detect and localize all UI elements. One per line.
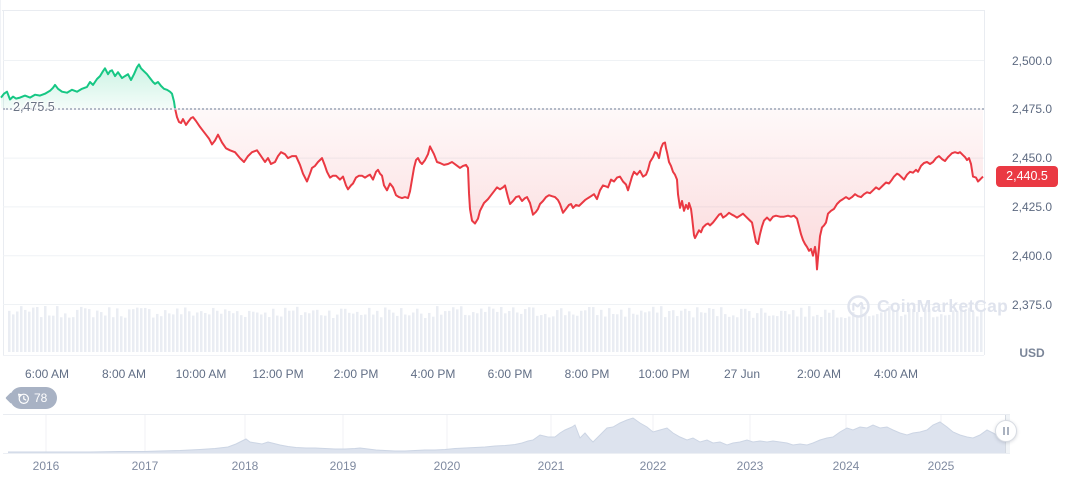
navigator-year-label: 2016 xyxy=(32,459,60,473)
time-axis-label: 6:00 AM xyxy=(24,367,70,381)
price-axis-label: 2,475.0 xyxy=(1011,102,1053,117)
navigator-year-label: 2017 xyxy=(131,459,159,473)
price-axis-separator xyxy=(984,10,985,355)
currency-unit-label: USD xyxy=(1019,346,1045,360)
time-axis-label: 10:00 AM xyxy=(175,367,227,381)
time-axis-label: 8:00 AM xyxy=(101,367,147,381)
chart-left-border xyxy=(3,10,4,355)
navigator-year-label: 2021 xyxy=(537,459,565,473)
chart-top-border xyxy=(2,10,984,11)
navigator-year-label: 2020 xyxy=(433,459,461,473)
price-axis-label: 2,375.0 xyxy=(1011,297,1053,312)
navigator-area xyxy=(8,418,1006,453)
time-axis-label: 6:00 PM xyxy=(487,367,533,381)
price-axis-label: 2,500.0 xyxy=(1011,53,1053,68)
area-below-open xyxy=(1,108,983,270)
volume-bars xyxy=(8,306,983,352)
price-axis-label: 2,400.0 xyxy=(1011,248,1053,263)
price-axis-label: 2,425.0 xyxy=(1011,199,1053,214)
navigator-resize-handle[interactable] xyxy=(995,420,1017,442)
open-price-dotted-line xyxy=(3,108,984,110)
price-line-down xyxy=(173,108,984,271)
navigator-year-label: 2019 xyxy=(329,459,357,473)
time-axis-label: 4:00 AM xyxy=(873,367,919,381)
time-axis-label: 27 Jun xyxy=(723,367,761,381)
time-axis-label: 4:00 PM xyxy=(410,367,456,381)
main-price-chart[interactable] xyxy=(0,0,984,356)
navigator-left-border xyxy=(0,0,1,40)
time-axis-label: 12:00 PM xyxy=(252,367,304,381)
time-axis-label: 2:00 PM xyxy=(333,367,379,381)
watchers-count-badge[interactable]: 78 xyxy=(10,387,58,409)
navigator-line xyxy=(8,417,1007,453)
navigator-year-label: 2022 xyxy=(639,459,667,473)
range-navigator-chart[interactable] xyxy=(0,414,1012,455)
watchers-count: 78 xyxy=(34,391,48,405)
time-axis-label: 8:00 PM xyxy=(564,367,610,381)
price-axis-label: 2,450.0 xyxy=(1011,151,1053,166)
navigator-bottom-border xyxy=(3,453,1010,454)
navigator-year-label: 2023 xyxy=(736,459,764,473)
navigator-right-border xyxy=(0,40,1,80)
navigator-top-border xyxy=(3,414,1010,415)
navigator-year-label: 2018 xyxy=(231,459,259,473)
last-price-badge: 2,440.5 xyxy=(996,166,1058,188)
time-axis-label: 2:00 AM xyxy=(796,367,842,381)
navigator-year-label: 2025 xyxy=(927,459,955,473)
chart-bottom-border xyxy=(3,355,984,356)
time-axis-label: 10:00 PM xyxy=(638,367,690,381)
navigator-year-label: 2024 xyxy=(832,459,860,473)
open-price-label: 2,475.5 xyxy=(13,100,55,114)
watchlist-clock-icon xyxy=(18,393,30,404)
